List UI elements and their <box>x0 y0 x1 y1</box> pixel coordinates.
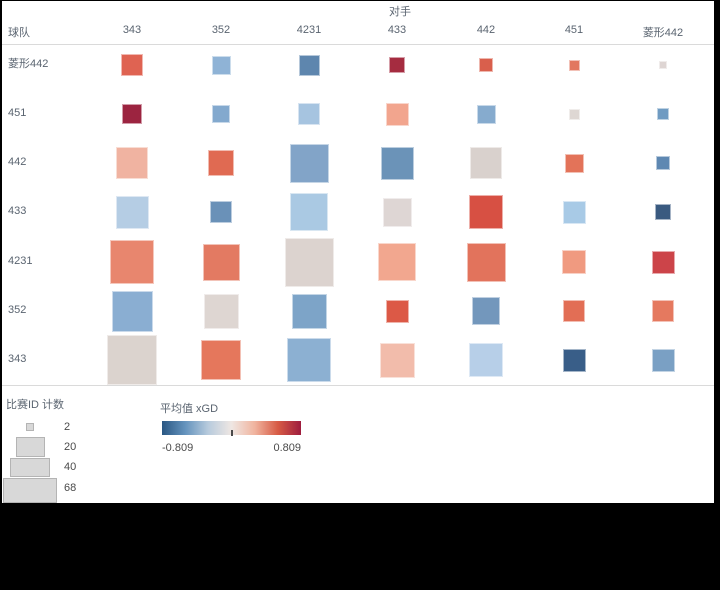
mark-442-vs-343[interactable] <box>116 147 148 179</box>
mark-菱形442-vs-352[interactable] <box>211 55 231 75</box>
col-header-451[interactable]: 451 <box>564 24 584 36</box>
col-header-433[interactable]: 433 <box>387 24 407 36</box>
mark-442-vs-352[interactable] <box>208 150 234 176</box>
mark-菱形442-vs-343[interactable] <box>121 54 143 76</box>
mark-343-vs-433[interactable] <box>379 342 415 378</box>
mark-352-vs-442[interactable] <box>472 297 500 325</box>
color-legend-max-label: 0.809 <box>273 442 301 454</box>
mark-343-vs-451[interactable] <box>562 348 586 372</box>
size-legend-title: 比赛ID 计数 <box>6 399 65 411</box>
col-header-菱形442[interactable]: 菱形442 <box>642 27 684 39</box>
color-legend-min-label: -0.809 <box>162 442 194 454</box>
mark-442-vs-442[interactable] <box>470 147 502 179</box>
mark-343-vs-菱形442[interactable] <box>651 348 675 372</box>
row-header-352[interactable]: 352 <box>8 304 27 316</box>
mark-343-vs-343[interactable] <box>107 335 157 385</box>
size-legend-label-20: 20 <box>64 441 77 453</box>
mark-4231-vs-451[interactable] <box>562 250 586 274</box>
mark-343-vs-4231[interactable] <box>287 338 331 382</box>
mark-433-vs-352[interactable] <box>210 201 232 223</box>
size-legend-swatch-68 <box>3 478 57 503</box>
row-header-451[interactable]: 451 <box>8 107 27 119</box>
mark-菱形442-vs-4231[interactable] <box>298 54 320 76</box>
mark-433-vs-442[interactable] <box>469 195 503 229</box>
mark-菱形442-vs-菱形442[interactable] <box>659 61 667 69</box>
col-header-4231[interactable]: 4231 <box>296 24 322 36</box>
color-legend-center-tick <box>231 430 233 436</box>
mark-442-vs-菱形442[interactable] <box>656 156 670 170</box>
chart-panel: 对手 球队 343 352 4231 433 442 451 菱形442 菱形442 451 4… <box>2 1 714 503</box>
size-legend-label-40: 40 <box>64 461 77 473</box>
mark-451-vs-4231[interactable] <box>298 103 320 125</box>
mark-352-vs-菱形442[interactable] <box>652 300 674 322</box>
row-header-4231[interactable]: 4231 <box>8 255 33 267</box>
mark-352-vs-451[interactable] <box>563 300 585 322</box>
row-header-433[interactable]: 433 <box>8 205 27 217</box>
mark-433-vs-4231[interactable] <box>290 193 328 231</box>
mark-442-vs-451[interactable] <box>564 153 584 173</box>
plot-bottom-divider <box>2 385 714 386</box>
row-header-343[interactable]: 343 <box>8 353 27 365</box>
mark-451-vs-451[interactable] <box>568 108 580 120</box>
mark-451-vs-343[interactable] <box>122 104 142 124</box>
mark-352-vs-4231[interactable] <box>291 293 327 329</box>
mark-352-vs-343[interactable] <box>111 290 153 332</box>
mark-菱形442-vs-433[interactable] <box>389 57 405 73</box>
mark-352-vs-433[interactable] <box>385 299 409 323</box>
mark-442-vs-433[interactable] <box>380 146 414 180</box>
mark-451-vs-菱形442[interactable] <box>657 108 669 120</box>
mark-433-vs-433[interactable] <box>382 197 412 227</box>
mark-451-vs-442[interactable] <box>476 104 496 124</box>
mark-4231-vs-442[interactable] <box>466 242 506 282</box>
mark-451-vs-352[interactable] <box>212 105 230 123</box>
mark-442-vs-4231[interactable] <box>289 143 329 183</box>
size-legend-label-68: 68 <box>64 482 77 494</box>
mark-343-vs-442[interactable] <box>469 343 503 377</box>
row-header-442[interactable]: 442 <box>8 156 27 168</box>
row-header-菱形442[interactable]: 菱形442 <box>8 58 49 70</box>
mark-433-vs-343[interactable] <box>115 195 149 229</box>
mark-4231-vs-352[interactable] <box>202 243 240 281</box>
mark-4231-vs-菱形442[interactable] <box>651 250 675 274</box>
col-header-442[interactable]: 442 <box>476 24 496 36</box>
col-header-343[interactable]: 343 <box>122 24 142 36</box>
mark-菱形442-vs-442[interactable] <box>479 58 493 72</box>
mark-343-vs-352[interactable] <box>201 340 241 380</box>
mark-433-vs-451[interactable] <box>562 200 586 224</box>
color-legend-gradient <box>162 421 301 435</box>
row-axis-title: 球队 <box>8 27 30 39</box>
size-legend-swatch-2 <box>26 423 34 431</box>
mark-4231-vs-343[interactable] <box>110 240 154 284</box>
size-legend-swatch-40 <box>10 458 50 477</box>
color-legend-title: 平均值 xGD <box>160 403 219 415</box>
mark-433-vs-菱形442[interactable] <box>655 204 671 220</box>
mark-菱形442-vs-451[interactable] <box>568 59 580 71</box>
col-header-352[interactable]: 352 <box>211 24 231 36</box>
mark-4231-vs-433[interactable] <box>378 243 416 281</box>
size-legend-label-2: 2 <box>64 421 71 433</box>
header-divider <box>2 44 714 45</box>
column-axis-title: 对手 <box>389 6 411 18</box>
mark-451-vs-433[interactable] <box>385 102 409 126</box>
mark-352-vs-352[interactable] <box>203 293 239 329</box>
size-legend-swatch-20 <box>15 437 45 457</box>
mark-4231-vs-4231[interactable] <box>284 237 334 287</box>
